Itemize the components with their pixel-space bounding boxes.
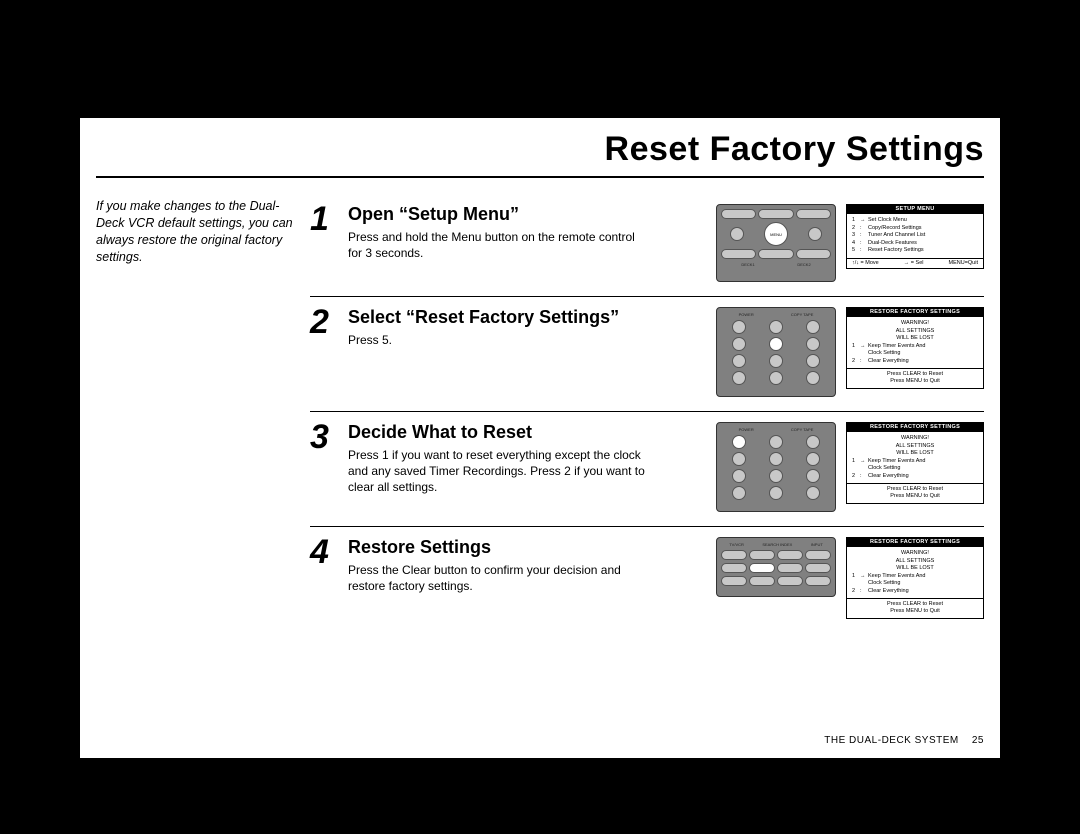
step-text: Press 5.	[348, 332, 648, 348]
osd-panel: SETUP MENU1→Set Clock Menu2:Copy/Record …	[846, 204, 984, 269]
step-body: Open “Setup Menu” Press and hold the Menu…	[348, 204, 706, 282]
intro-text: If you make changes to the Dual-Deck VCR…	[96, 198, 296, 266]
title-rule	[96, 176, 984, 178]
step-body: Restore Settings Press the Clear button t…	[348, 537, 706, 619]
step-title: Open “Setup Menu”	[348, 204, 706, 225]
step-body: Select “Reset Factory Settings” Press 5.	[348, 307, 706, 397]
step-body: Decide What to Reset Press 1 if you want …	[348, 422, 706, 512]
step-number: 3	[310, 422, 338, 512]
step: 1 Open “Setup Menu” Press and hold the Men…	[310, 194, 984, 297]
step: 4 Restore Settings Press the Clear button …	[310, 527, 984, 633]
remote-illustration: MENUDECK1DECK2	[716, 204, 836, 282]
footer-label: THE DUAL-DECK SYSTEM	[824, 735, 958, 746]
osd-panel: RESTORE FACTORY SETTINGSWARNING!ALL SETT…	[846, 537, 984, 619]
step: 2 Select “Reset Factory Settings” Press 5.…	[310, 297, 984, 412]
step-artwork: POWERCOPY TAPERESTORE FACTORY SETTINGSWA…	[716, 422, 984, 512]
page-title: Reset Factory Settings	[605, 130, 984, 169]
step-text: Press and hold the Menu button on the re…	[348, 229, 648, 261]
step-number: 4	[310, 537, 338, 619]
remote-illustration: POWERCOPY TAPE	[716, 422, 836, 512]
page-footer: THE DUAL-DECK SYSTEM 25	[824, 735, 984, 746]
osd-panel: RESTORE FACTORY SETTINGSWARNING!ALL SETT…	[846, 422, 984, 504]
step-text: Press 1 if you want to reset everything …	[348, 447, 648, 496]
footer-page: 25	[972, 735, 984, 746]
step-title: Decide What to Reset	[348, 422, 706, 443]
step: 3 Decide What to Reset Press 1 if you want…	[310, 412, 984, 527]
step-artwork: MENUDECK1DECK2SETUP MENU1→Set Clock Menu…	[716, 204, 984, 282]
step-artwork: TV/VCRSEARCH INDEXINPUTRESTORE FACTORY S…	[716, 537, 984, 619]
step-title: Restore Settings	[348, 537, 706, 558]
manual-page: Reset Factory Settings If you make chang…	[80, 118, 1000, 758]
remote-illustration: POWERCOPY TAPE	[716, 307, 836, 397]
osd-panel: RESTORE FACTORY SETTINGSWARNING!ALL SETT…	[846, 307, 984, 389]
step-number: 1	[310, 204, 338, 282]
steps-list: 1 Open “Setup Menu” Press and hold the Men…	[310, 194, 984, 633]
remote-illustration: TV/VCRSEARCH INDEXINPUT	[716, 537, 836, 597]
step-text: Press the Clear button to confirm your d…	[348, 562, 648, 594]
step-title: Select “Reset Factory Settings”	[348, 307, 706, 328]
step-artwork: POWERCOPY TAPERESTORE FACTORY SETTINGSWA…	[716, 307, 984, 397]
step-number: 2	[310, 307, 338, 397]
